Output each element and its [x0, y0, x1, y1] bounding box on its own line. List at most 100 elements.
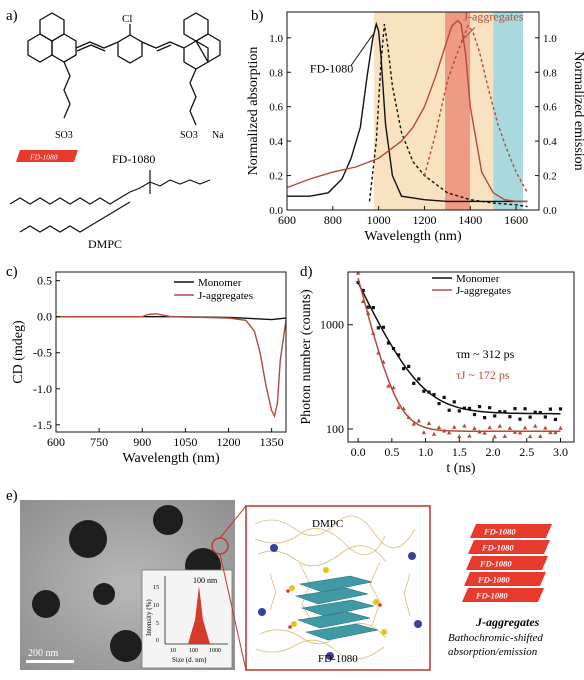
point-monomer-24: [477, 405, 482, 409]
inset-ytick-0: 0: [156, 638, 159, 644]
point-jagg-34: [527, 434, 533, 439]
point-jagg-21: [462, 423, 467, 428]
panel-e: e) 200 nm 100 nm 0 5 10 15 10 100: [0, 484, 584, 675]
series-line-1: [368, 23, 528, 208]
ytick-label--1.5: -1.5: [33, 418, 52, 432]
xtick-label-1200: 1200: [217, 435, 241, 449]
point-monomer-40: [558, 407, 563, 411]
point-jagg-11: [411, 421, 416, 426]
point-jagg-28: [497, 423, 502, 428]
ytick-label--0.5: -0.5: [33, 346, 52, 360]
y2-axis-label: Normalized emission: [571, 51, 584, 170]
point-jagg-20: [457, 434, 462, 439]
xtick-label-1600: 1600: [504, 213, 528, 227]
point-jagg-40: [558, 425, 563, 430]
stack-tag-4: FD-1080: [464, 572, 546, 586]
xtick-label-3: 3.0: [553, 445, 568, 459]
dls-inset: 100 nm 0 5 10 15 10 100 1000 Size (d. nm…: [141, 569, 233, 669]
point-monomer-37: [543, 415, 547, 419]
caption-line2: absorption/emission: [448, 646, 538, 658]
point-monomer-30: [508, 415, 512, 419]
xtick-label-1.5: 1.5: [452, 445, 467, 459]
ytick-label-100: 100: [326, 422, 344, 436]
svg-text:FD-1080: FD-1080: [479, 559, 512, 569]
dls-peak: [188, 586, 210, 644]
y-axis-label: CD (mdeg): [11, 320, 26, 384]
point-jagg-37: [543, 425, 548, 430]
ytick-label-0: 0.0: [37, 310, 52, 324]
fd1080-tag: FD-1080: [16, 150, 78, 162]
point-jagg-18: [446, 430, 452, 435]
stack-tag-1: FD-1080: [470, 524, 552, 538]
point-jagg-26: [487, 425, 492, 430]
point-monomer-10: [407, 364, 411, 369]
svg-text:FD-1080: FD-1080: [475, 591, 508, 601]
legend-label-1: J-aggregates: [198, 290, 253, 302]
point-jagg-30: [507, 425, 513, 430]
ytick-label-0: 0.0: [269, 205, 283, 217]
point-jagg-12: [416, 418, 422, 423]
point-jagg-22: [467, 433, 472, 438]
point-monomer-18: [447, 408, 451, 412]
xtick-label-1200: 1200: [412, 213, 436, 227]
so3-left-label: SO3: [55, 130, 73, 141]
y-axis-label: Normalized absorption: [246, 47, 261, 176]
xtick-label-1: 1.0: [418, 445, 433, 459]
molecule1-name: FD-1080: [112, 152, 155, 166]
point-monomer-38: [548, 407, 552, 411]
stacked-tags: FD-1080 FD-1080 FD-1080 FD-1080 FD-1080: [462, 524, 552, 602]
annotation-fd1080-arrow: [350, 34, 374, 66]
ytick-label-0.6: 0.6: [269, 102, 283, 114]
xtick-label-900: 900: [133, 435, 151, 449]
xtick-label-800: 800: [324, 213, 342, 227]
point-monomer-0: [356, 280, 360, 285]
point-monomer-33: [523, 407, 527, 411]
md-dmpc-label: DMPC: [312, 518, 343, 530]
point-jagg-25: [482, 430, 487, 435]
inset-ytick-15: 15: [153, 585, 159, 591]
caption-line1: Bathochromic-shifted: [448, 632, 543, 644]
ytick-label-0.4: 0.4: [269, 136, 283, 148]
inset-ylabel: Intensity (%): [145, 599, 153, 636]
inset-xtick-100: 100: [189, 648, 198, 654]
legend-label-1: J-aggregates: [456, 285, 511, 297]
fit-line-1: [357, 277, 561, 433]
point-monomer-19: [452, 400, 456, 404]
point-jagg-14: [426, 421, 432, 426]
point-jagg-39: [553, 430, 558, 435]
point-monomer-11: [412, 381, 416, 385]
panel-a-label: a): [6, 8, 18, 24]
inset-ytick-5: 5: [156, 621, 159, 627]
ytick-label-0.2: 0.2: [269, 171, 283, 183]
svg-text:FD-1080: FD-1080: [483, 527, 516, 537]
xtick-label-1050: 1050: [173, 435, 197, 449]
series-line-1: [56, 313, 287, 419]
chloro-label: Cl: [122, 13, 132, 25]
legend-label-0: Monomer: [198, 277, 242, 289]
point-monomer-32: [518, 417, 522, 421]
point-monomer-27: [493, 414, 497, 418]
series-line-2: [286, 19, 528, 203]
plot-frame: [55, 271, 287, 433]
point-monomer-4: [376, 326, 380, 330]
panel-e-svg: e) 200 nm 100 nm 0 5 10 15 10 100: [6, 488, 552, 671]
band-0: [374, 12, 446, 210]
ytick-label-0.5: 0.5: [37, 274, 52, 288]
point-jagg-29: [502, 433, 508, 438]
inset-ytick-10: 10: [153, 603, 159, 609]
point-monomer-34: [528, 415, 532, 419]
molecule2-name: DMPC: [88, 237, 122, 251]
ytick2-label-0: 0.0: [543, 205, 557, 217]
point-monomer-2: [366, 305, 370, 309]
panel-d-label: d): [300, 264, 313, 280]
inset-xtick-10: 10: [170, 648, 176, 654]
ytick-label-0.8: 0.8: [269, 67, 283, 79]
annotation-tau-j: τJ ~ 172 ps: [456, 368, 510, 382]
point-jagg-19: [452, 424, 457, 429]
svg-text:FD-1080: FD-1080: [477, 575, 510, 585]
xtick-label-2: 2.0: [486, 445, 501, 459]
fit-line-0: [357, 282, 561, 415]
point-monomer-17: [442, 395, 446, 400]
ytick2-label-0.2: 0.2: [543, 171, 557, 183]
panel-a: a) Cl SO3 SO3 Na: [0, 0, 240, 260]
